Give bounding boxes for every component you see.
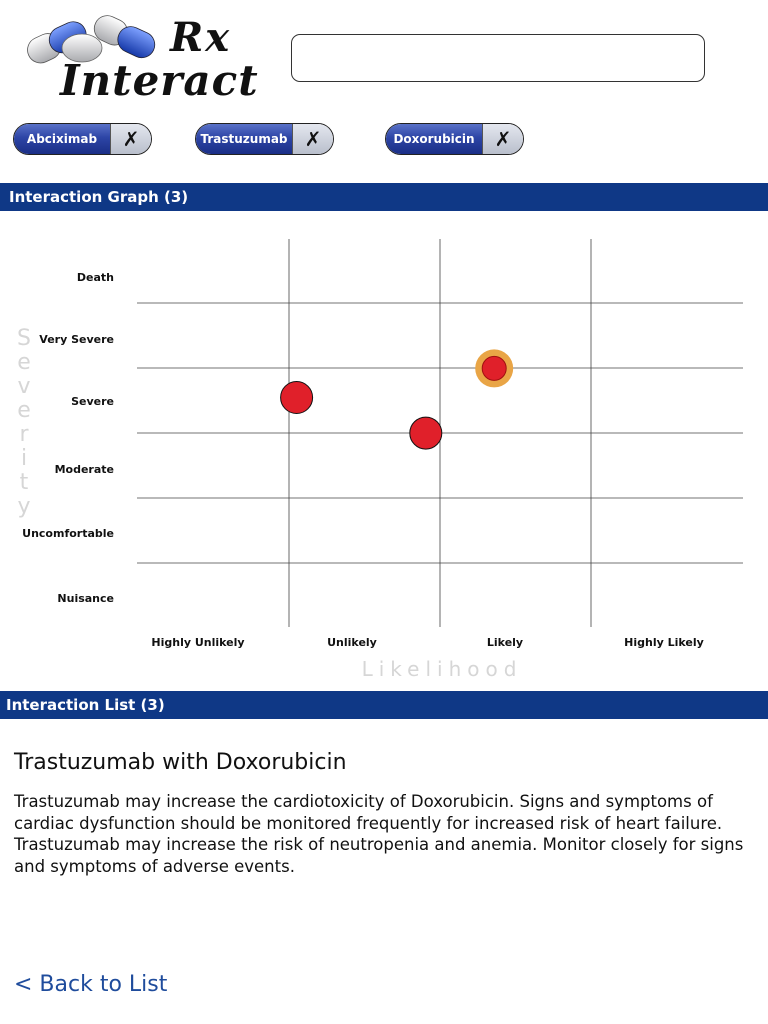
- interaction-point-marker: [409, 416, 443, 450]
- y-tick-label: Very Severe: [39, 333, 114, 346]
- back-to-list-link[interactable]: < Back to List: [14, 972, 168, 997]
- y-tick-label: Moderate: [54, 463, 114, 476]
- logo-line2: Interact: [60, 56, 259, 105]
- y-axis-title-letter: S: [17, 326, 31, 351]
- drug-chip-abciximab: Abciximab ✗: [13, 123, 152, 155]
- interaction-point-marker: [481, 355, 507, 381]
- remove-drug-button[interactable]: ✗: [292, 124, 333, 154]
- y-axis-title-letter: e: [17, 398, 31, 423]
- interaction-graph-header: Interaction Graph (3): [0, 183, 768, 211]
- drug-chip-label[interactable]: Abciximab: [14, 124, 110, 154]
- y-tick-label: Uncomfortable: [22, 527, 114, 540]
- interaction-title: Trastuzumab with Doxorubicin: [14, 750, 347, 775]
- x-tick-label: Highly Likely: [624, 636, 704, 649]
- y-axis-title-letter: e: [17, 350, 31, 375]
- pill-capsules-icon: [27, 15, 156, 64]
- x-tick-label: Unlikely: [327, 636, 377, 649]
- remove-drug-button[interactable]: ✗: [110, 124, 151, 154]
- interaction-graph: Death Very Severe Severe Moderate Uncomf…: [0, 211, 768, 691]
- remove-drug-button[interactable]: ✗: [482, 124, 523, 154]
- x-tick-label: Likely: [486, 636, 524, 649]
- x-tick-label: Highly Unlikely: [151, 636, 245, 649]
- interaction-description: Trastuzumab may increase the cardiotoxic…: [14, 792, 744, 876]
- drug-chip-doxorubicin: Doxorubicin ✗: [385, 123, 524, 155]
- drug-chip-label[interactable]: Trastuzumab: [196, 124, 292, 154]
- y-tick-label: Nuisance: [57, 592, 114, 605]
- interaction-point-marker: [280, 381, 314, 415]
- x-icon: ✗: [122, 127, 140, 151]
- interaction-list-header: Interaction List (3): [0, 691, 768, 719]
- drug-search-input[interactable]: [291, 34, 705, 82]
- y-tick-label: Death: [76, 271, 114, 284]
- logo-line1: Rx: [170, 14, 232, 61]
- x-icon: ✗: [304, 127, 322, 151]
- y-axis-title-letter: v: [17, 374, 31, 399]
- y-axis-title-letter: r: [19, 422, 29, 447]
- y-axis-title-letter: i: [20, 446, 28, 471]
- y-axis-title-letter: t: [19, 470, 29, 495]
- chart-plot-area: [137, 239, 743, 627]
- drug-chip-label[interactable]: Doxorubicin: [386, 124, 482, 154]
- app-logo: Rx Interact: [20, 8, 258, 106]
- interaction-point[interactable]: [280, 381, 314, 415]
- interaction-point[interactable]: [409, 416, 443, 450]
- y-axis-title-letter: y: [17, 494, 31, 519]
- drug-chip-trastuzumab: Trastuzumab ✗: [195, 123, 334, 155]
- y-tick-label: Severe: [71, 395, 114, 408]
- x-axis-title: Likelihood: [361, 657, 523, 681]
- x-icon: ✗: [494, 127, 512, 151]
- interaction-point[interactable]: [475, 349, 514, 388]
